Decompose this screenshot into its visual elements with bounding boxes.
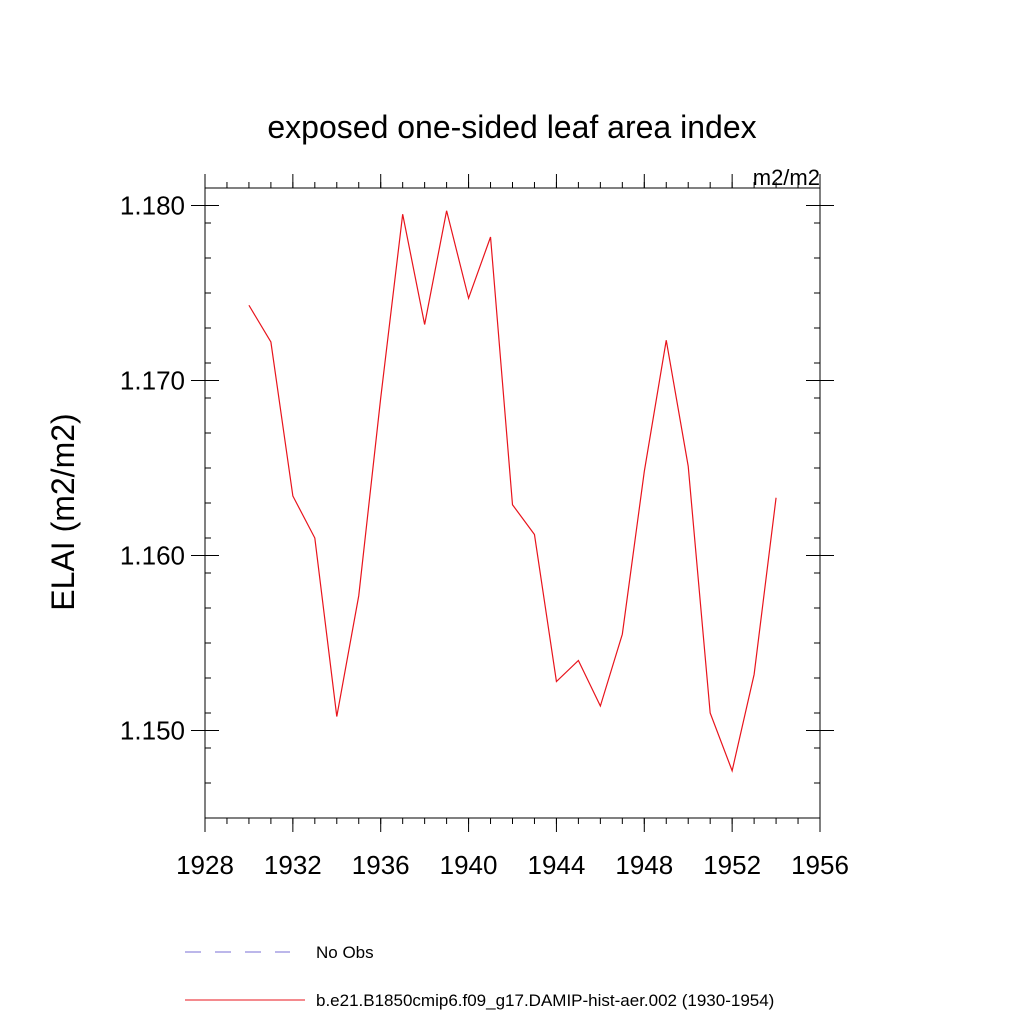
x-tick-label: 1928	[176, 850, 234, 880]
legend-label: No Obs	[316, 943, 374, 962]
x-tick-label: 1952	[703, 850, 761, 880]
x-tick-label: 1944	[528, 850, 586, 880]
y-tick-label: 1.160	[120, 541, 185, 571]
legend-label: b.e21.B1850cmip6.f09_g17.DAMIP-hist-aer.…	[316, 991, 774, 1010]
x-tick-label: 1940	[440, 850, 498, 880]
y-tick-label: 1.180	[120, 191, 185, 221]
x-tick-label: 1936	[352, 850, 410, 880]
legend: No Obs b.e21.B1850cmip6.f09_g17.DAMIP-his…	[185, 943, 774, 1010]
x-tick-label: 1956	[791, 850, 849, 880]
series-line	[248, 210, 777, 773]
x-tick-label: 1932	[264, 850, 322, 880]
y-axis: 1.150 1.160 1.170 1.180	[120, 187, 834, 819]
chart-title: exposed one-sided leaf area index	[267, 109, 756, 145]
x-axis: 1928 1932 1936 1940 1944 1948 1952 1956	[176, 174, 849, 880]
y-axis-label: ELAI (m2/m2)	[45, 413, 81, 610]
y-tick-label: 1.150	[120, 716, 185, 746]
units-label: m2/m2	[753, 165, 820, 190]
y-tick-label: 1.170	[120, 366, 185, 396]
x-tick-label: 1948	[615, 850, 673, 880]
series-layer	[248, 210, 777, 773]
